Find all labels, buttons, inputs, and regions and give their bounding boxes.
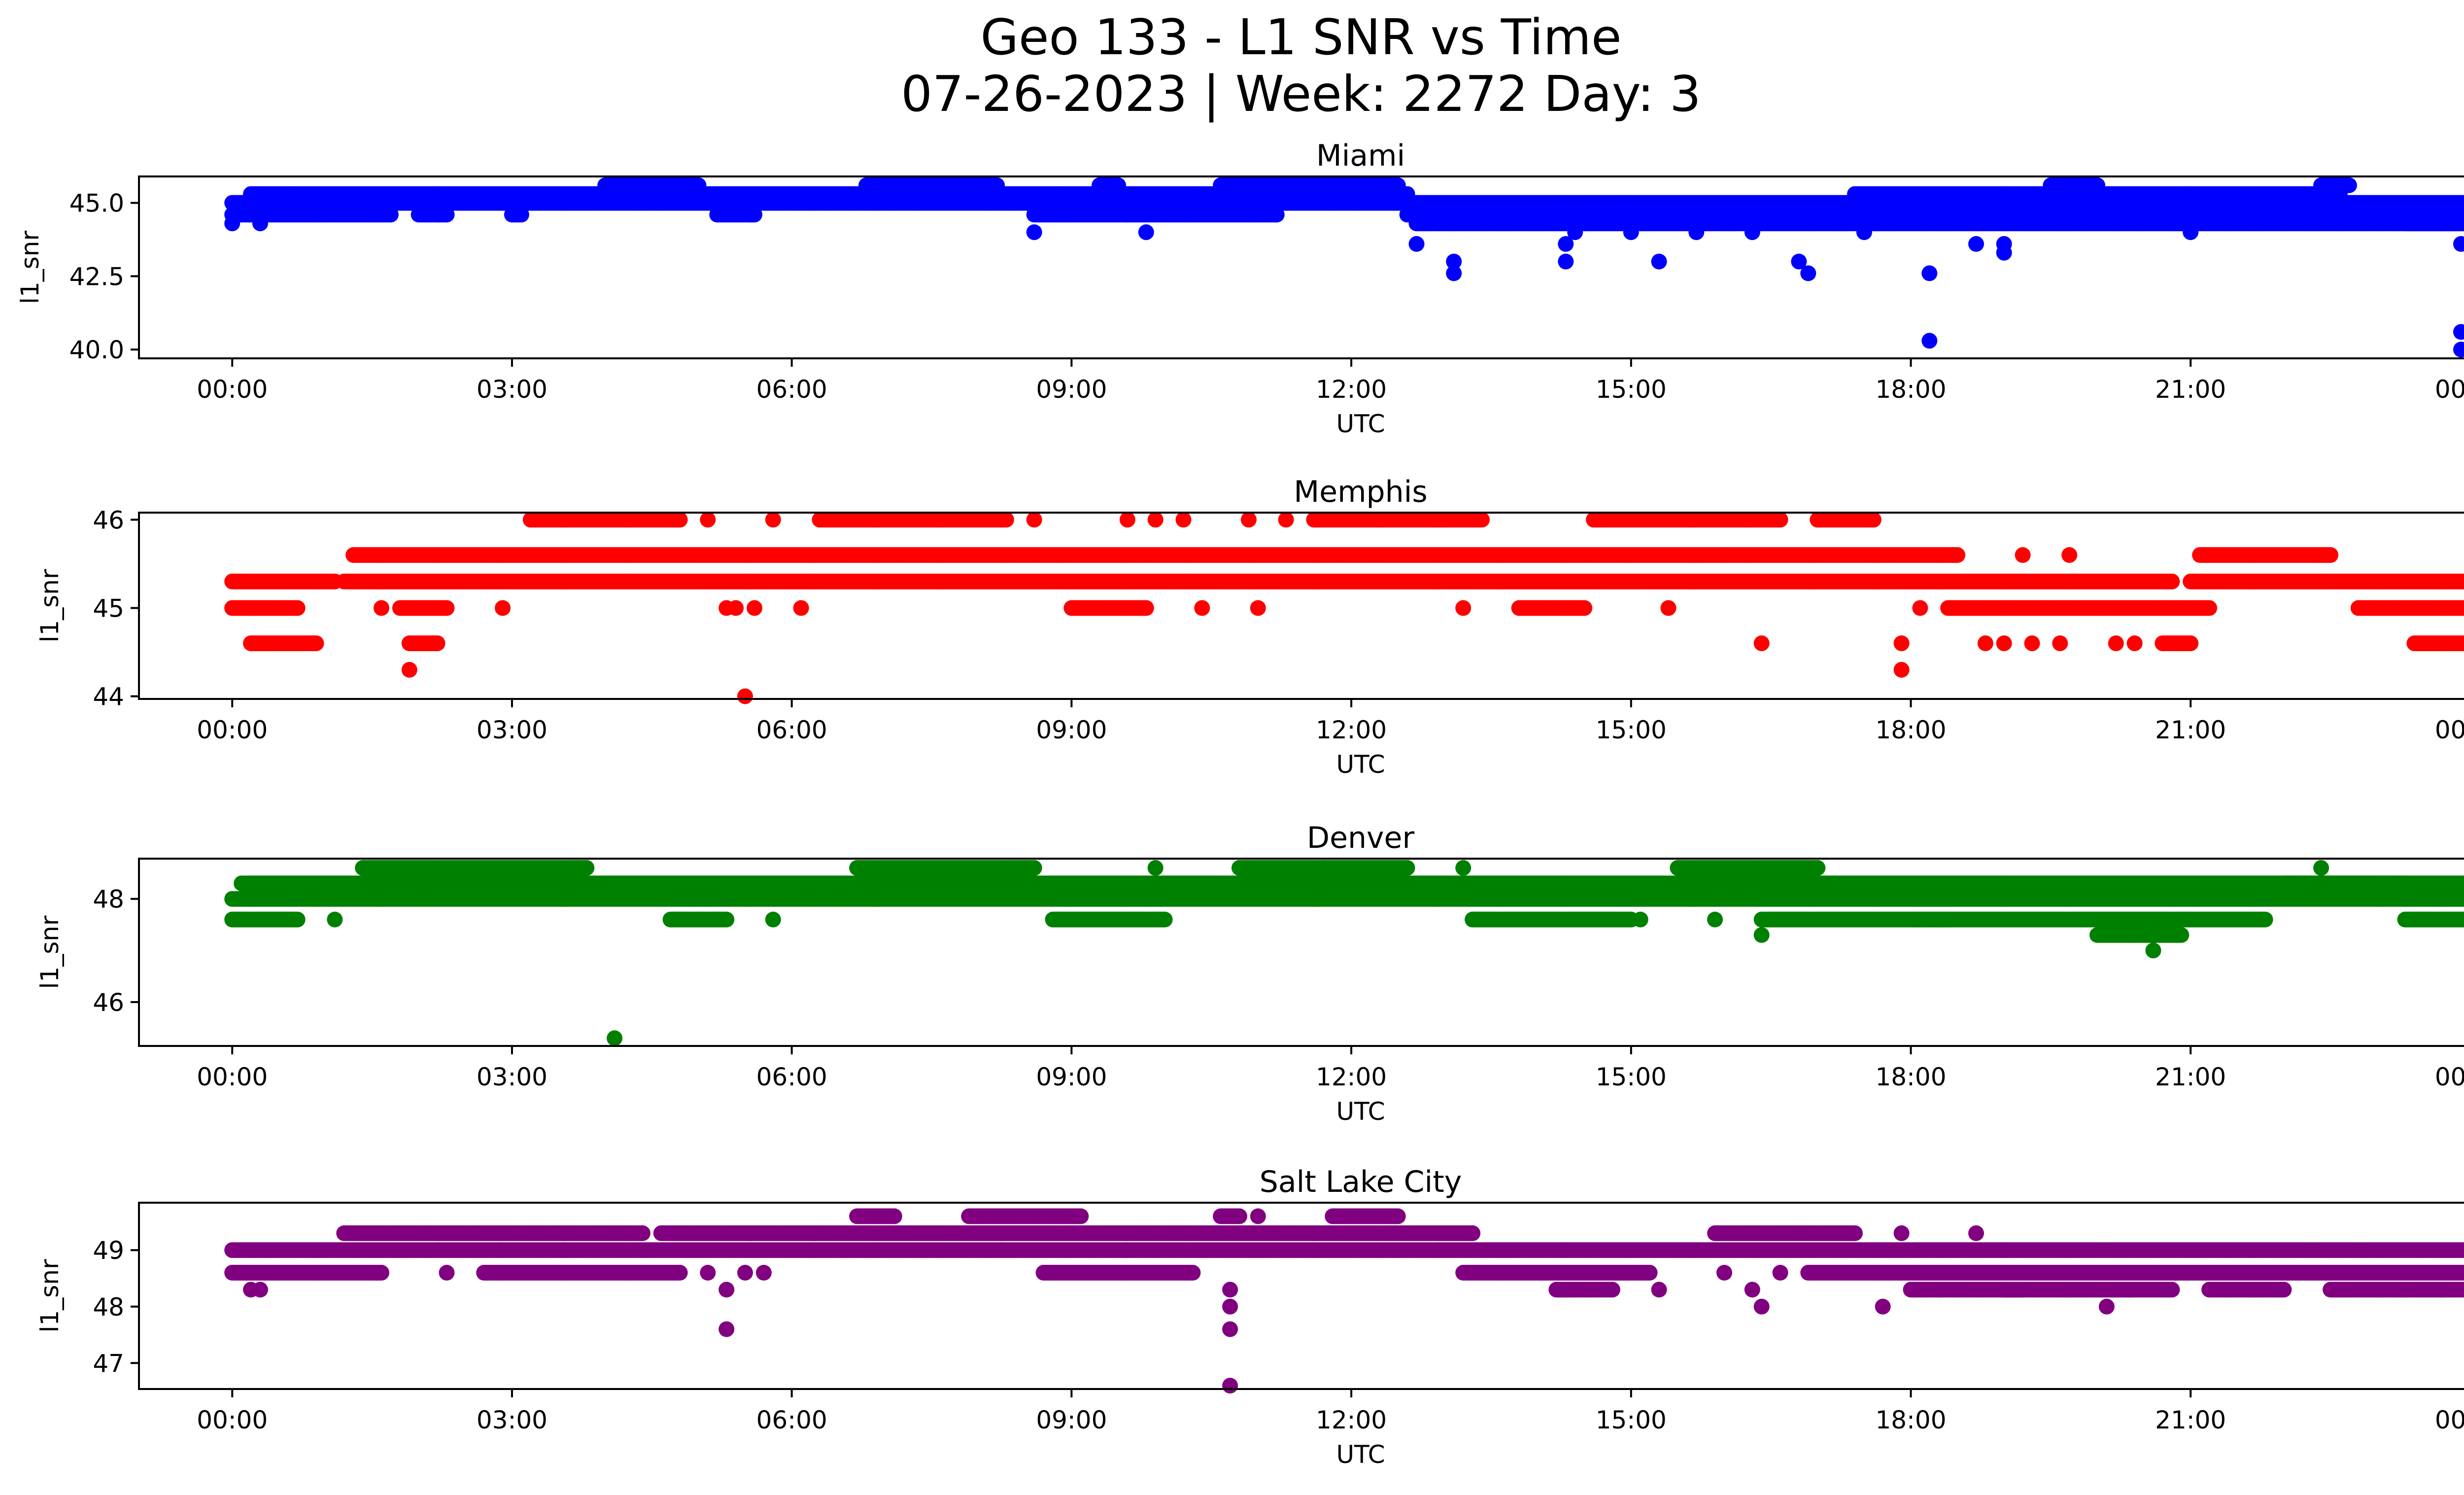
- data-point: [1390, 177, 1406, 193]
- data-point-outlier: [1026, 224, 1042, 241]
- x-tick-label: 12:00: [1316, 375, 1387, 404]
- scatter-points: [224, 177, 2464, 358]
- data-point: [1268, 207, 1285, 223]
- data-point: [513, 207, 529, 223]
- data-point: [2164, 573, 2180, 590]
- data-point: [308, 635, 324, 652]
- data-point-outlier: [1651, 253, 1667, 270]
- x-axis-label: UTC: [1336, 410, 1385, 438]
- panel-miami: Miami 40.0 42.5 45.0 00:00 03:00 06:00 09:00 12:…: [16, 139, 2464, 438]
- data-point: [382, 207, 399, 223]
- x-tick-label: 09:00: [1036, 375, 1107, 404]
- data-point: [2341, 177, 2357, 193]
- data-point-outlier: [1567, 224, 1583, 241]
- data-point: [2089, 177, 2105, 193]
- data-point: [439, 207, 455, 223]
- y-tick-label: 40.0: [69, 336, 124, 364]
- data-point-outlier: [1996, 244, 2012, 261]
- x-tick-label: 06:00: [756, 375, 827, 404]
- data-point: [747, 207, 762, 223]
- data-point-outlier: [1800, 265, 1816, 281]
- y-tick-label: 42.5: [69, 262, 124, 291]
- data-point-outlier: [1921, 265, 1938, 281]
- figure-title-line1: Geo 133 - L1 SNR vs Time: [981, 8, 1622, 66]
- figure-title-line2: 07-26-2023 | Week: 2272 Day: 3: [901, 65, 1701, 123]
- data-point-outlier: [1856, 224, 1872, 241]
- data-point-outlier: [1744, 224, 1760, 241]
- x-tick-label: 15:00: [1596, 375, 1667, 404]
- data-point-outlier: [1408, 236, 1425, 252]
- x-tick-label: 21:00: [2155, 375, 2226, 404]
- x-tick-label: 03:00: [477, 375, 548, 404]
- data-point-outlier: [1623, 224, 1639, 241]
- x-tick-label: 18:00: [1875, 375, 1946, 404]
- panel-title: Memphis: [1294, 475, 1427, 509]
- data-point-outlier: [252, 215, 268, 232]
- data-point-outlier: [2183, 224, 2199, 241]
- data-point: [1110, 177, 1126, 193]
- data-point-outlier: [1968, 236, 1984, 252]
- data-point-outlier: [1921, 333, 1938, 349]
- data-point-outlier: [1688, 224, 1705, 241]
- data-point-outlier: [224, 215, 240, 232]
- data-point-outlier: [1138, 224, 1154, 241]
- data-point-outlier: [1558, 253, 1574, 270]
- data-point: [690, 177, 707, 193]
- panel-title: Miami: [1316, 139, 1405, 173]
- y-axis-label: l1_snr: [16, 231, 44, 304]
- y-tick-label: 45.0: [69, 189, 124, 218]
- x-tick-label: 00:00: [2435, 375, 2464, 404]
- data-point: [989, 177, 1005, 193]
- data-point-outlier: [1446, 265, 1462, 281]
- data-point: [289, 600, 306, 616]
- x-tick-label: 00:00: [197, 375, 268, 404]
